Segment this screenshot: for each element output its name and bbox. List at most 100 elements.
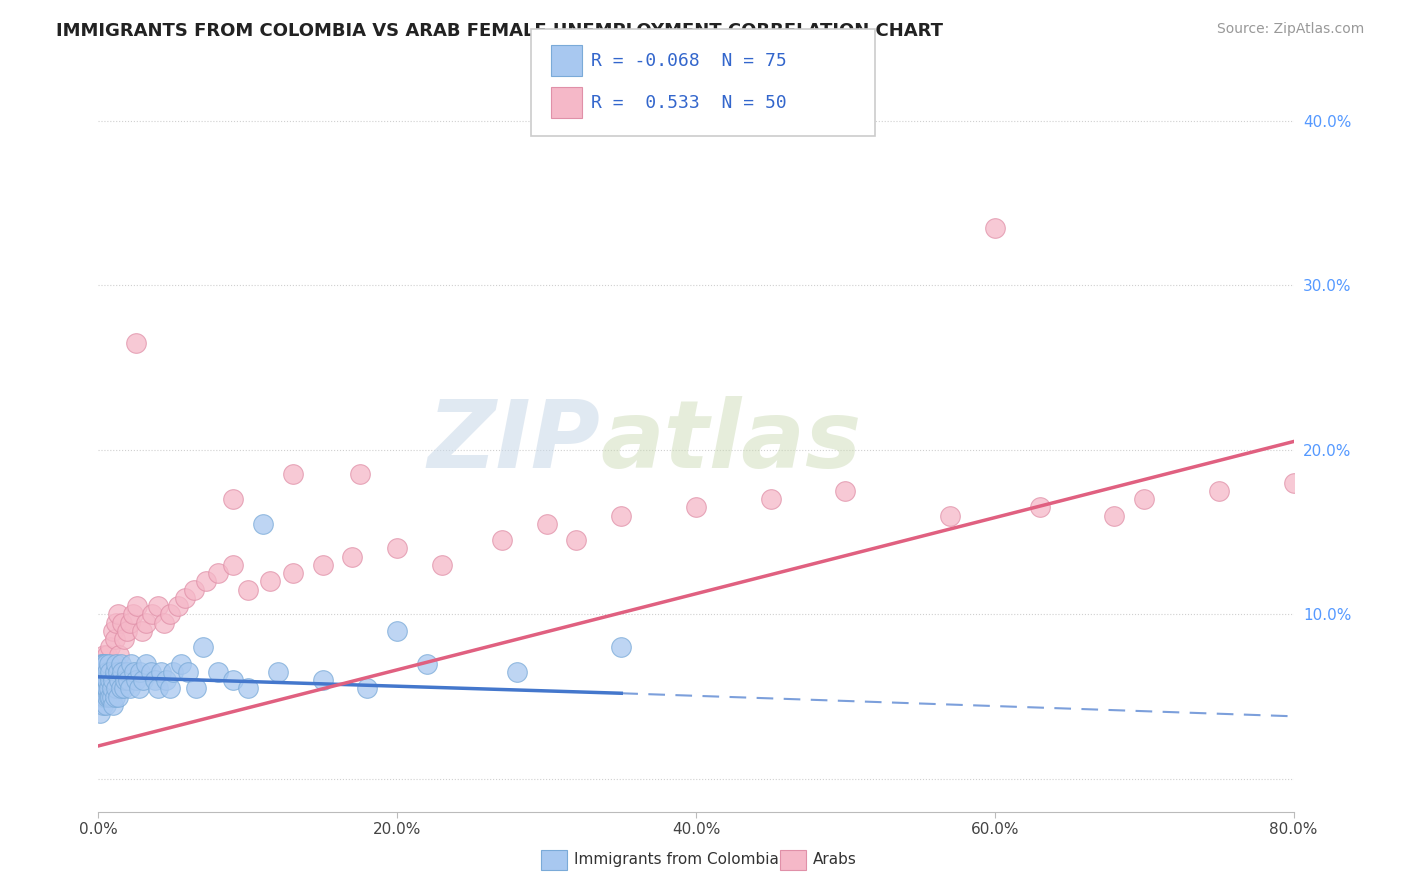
Point	[120, 657, 142, 671]
Point	[430, 558, 453, 572]
Text: Immigrants from Colombia: Immigrants from Colombia	[574, 853, 779, 867]
Text: atlas: atlas	[600, 395, 862, 488]
Point	[356, 681, 378, 696]
Point	[565, 533, 588, 548]
Point	[132, 673, 155, 687]
Point	[118, 681, 141, 696]
Point	[111, 615, 134, 630]
Point	[103, 673, 125, 687]
Point	[93, 690, 115, 704]
Point	[349, 467, 371, 482]
Text: R = -0.068  N = 75: R = -0.068 N = 75	[591, 52, 786, 70]
Point	[1133, 492, 1156, 507]
Point	[834, 483, 856, 498]
Point	[94, 657, 117, 671]
Point	[685, 500, 707, 515]
Point	[267, 665, 290, 679]
Point	[90, 657, 112, 671]
Point	[416, 657, 439, 671]
Point	[125, 673, 148, 687]
Point	[93, 648, 115, 663]
Point	[114, 673, 136, 687]
Point	[177, 665, 200, 679]
Point	[252, 516, 274, 531]
Point	[98, 690, 122, 704]
Point	[127, 599, 149, 613]
Point	[117, 673, 139, 687]
Point	[94, 657, 117, 671]
Point	[131, 624, 153, 638]
Point	[610, 508, 633, 523]
Point	[125, 335, 148, 350]
Point	[115, 624, 138, 638]
Point	[191, 640, 214, 655]
Point	[108, 648, 131, 663]
Point	[1104, 508, 1126, 523]
Point	[222, 558, 245, 572]
Point	[91, 665, 114, 679]
Point	[342, 549, 364, 564]
Point	[222, 492, 245, 507]
Point	[97, 681, 120, 696]
Point	[105, 657, 128, 671]
Point	[101, 657, 124, 671]
Point	[90, 665, 112, 679]
Point	[89, 673, 111, 687]
Point	[103, 698, 125, 712]
Point	[139, 665, 162, 679]
Point	[491, 533, 513, 548]
Text: ZIP: ZIP	[427, 395, 600, 488]
Point	[94, 673, 117, 687]
Point	[610, 640, 633, 655]
Point	[104, 632, 127, 646]
Point	[89, 681, 111, 696]
Point	[104, 665, 127, 679]
Point	[135, 657, 157, 671]
Point	[110, 657, 132, 671]
Point	[90, 681, 112, 696]
Point	[174, 591, 197, 605]
Point	[1208, 483, 1230, 498]
Point	[91, 698, 114, 712]
Point	[89, 673, 111, 687]
Point	[107, 607, 129, 622]
Point	[128, 681, 150, 696]
Point	[97, 665, 120, 679]
Point	[118, 615, 141, 630]
Point	[98, 665, 122, 679]
Point	[90, 690, 112, 704]
Point	[162, 665, 184, 679]
Point	[103, 624, 125, 638]
Point	[96, 648, 118, 663]
Point	[148, 599, 170, 613]
Point	[385, 624, 409, 638]
Point	[96, 681, 118, 696]
Text: Arabs: Arabs	[813, 853, 856, 867]
Point	[984, 220, 1007, 235]
Point	[91, 657, 114, 671]
Point	[91, 657, 114, 671]
Point	[159, 607, 181, 622]
Text: IMMIGRANTS FROM COLOMBIA VS ARAB FEMALE UNEMPLOYMENT CORRELATION CHART: IMMIGRANTS FROM COLOMBIA VS ARAB FEMALE …	[56, 22, 943, 40]
Point	[121, 607, 143, 622]
Point	[93, 657, 115, 671]
Point	[105, 615, 128, 630]
Point	[153, 615, 176, 630]
Point	[259, 574, 281, 589]
Point	[89, 706, 111, 720]
Point	[169, 657, 191, 671]
Point	[112, 681, 135, 696]
Point	[91, 673, 114, 687]
Point	[129, 665, 152, 679]
Point	[96, 665, 118, 679]
Point	[183, 582, 205, 597]
Point	[90, 673, 112, 687]
Point	[107, 665, 129, 679]
Point	[108, 673, 131, 687]
Point	[107, 690, 129, 704]
Point	[97, 657, 120, 671]
Point	[93, 665, 115, 679]
Point	[105, 681, 128, 696]
Point	[281, 566, 304, 581]
Point	[148, 681, 170, 696]
